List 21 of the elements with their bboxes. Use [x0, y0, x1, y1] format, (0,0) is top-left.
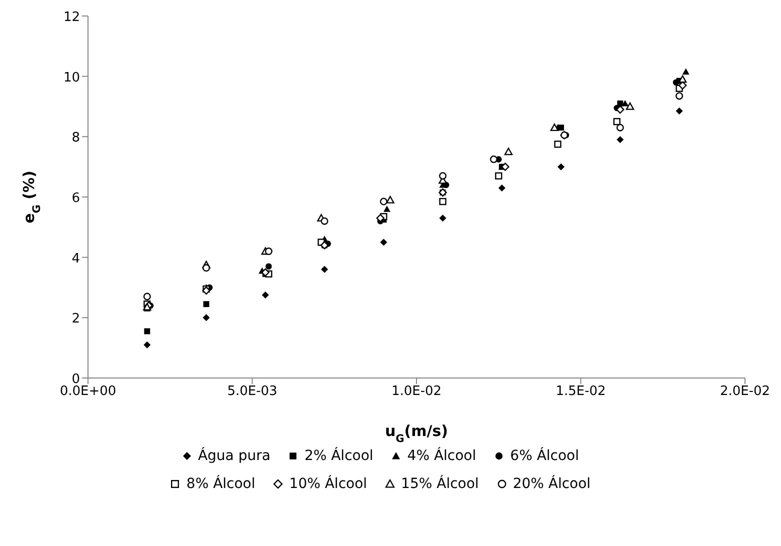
- y-tick-label: 4: [72, 251, 80, 266]
- legend-label: 8% Álcool: [186, 476, 256, 492]
- legend-label: 20% Álcool: [512, 476, 591, 492]
- x-axis-title: u$_{G}$(m/s): [384, 422, 448, 445]
- y-tick-label: 10: [63, 70, 80, 86]
- legend-label: Água pura: [198, 448, 270, 464]
- y-tick-label: 2: [72, 312, 80, 327]
- legend-label: 10% Álcool: [289, 476, 368, 492]
- y-tick-label: 12: [63, 10, 80, 25]
- legend-label: 4% Álcool: [407, 448, 476, 464]
- x-tick-label: 5.0E-03: [227, 384, 278, 400]
- y-tick-label: 6: [72, 191, 80, 206]
- x-tick-label: 1.5E-02: [556, 384, 606, 400]
- x-tick-label: 2.0E-02: [720, 384, 770, 400]
- y-tick-label: 8: [72, 130, 80, 146]
- legend-label: 15% Álcool: [401, 476, 479, 492]
- legend-label: 6% Álcool: [510, 448, 580, 464]
- x-tick-label: 0.0E+00: [60, 384, 116, 400]
- x-tick-label: 1.0E-02: [391, 384, 442, 400]
- legend-label: 2% Álcool: [304, 448, 374, 464]
- y-tick-label: 0: [72, 372, 80, 387]
